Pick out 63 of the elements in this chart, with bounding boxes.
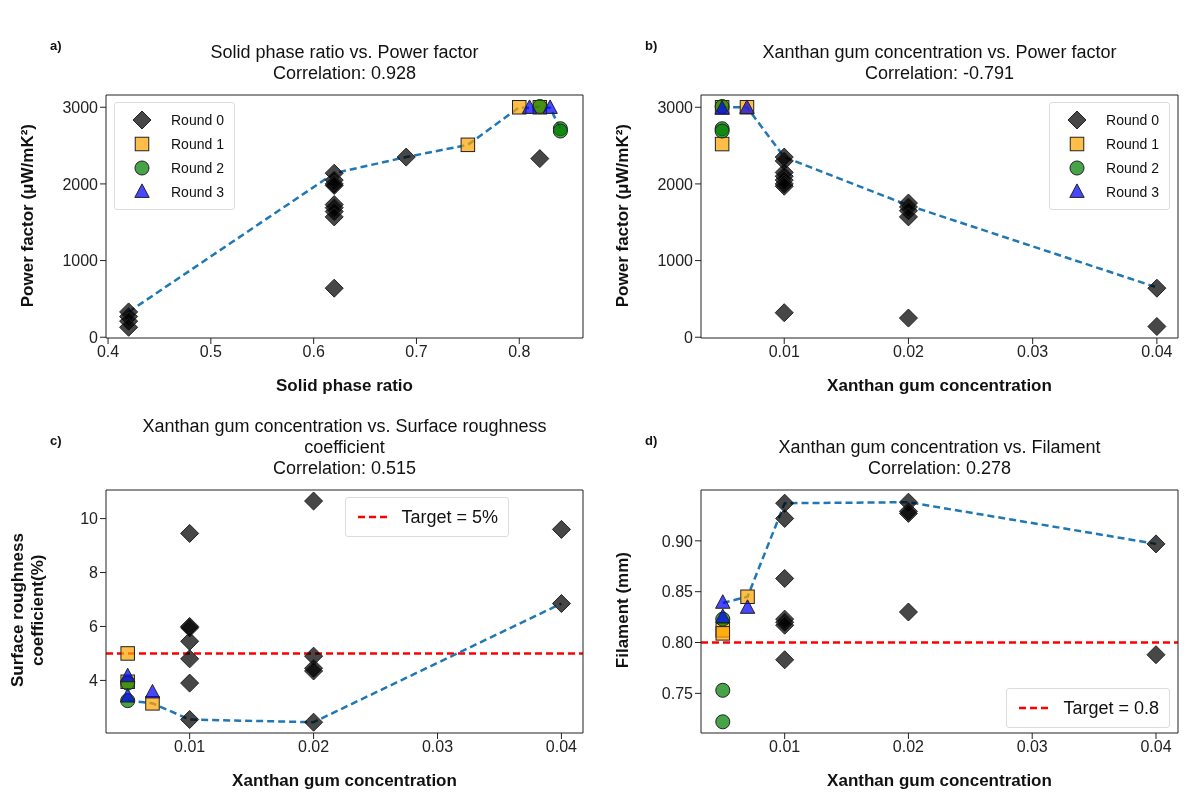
chart-subtitle: Correlation: 0.515: [272, 458, 417, 479]
y-axis-title: Power factor (μW/mK²): [613, 123, 633, 308]
y-tick-label: 1000: [657, 252, 694, 270]
legend-label: Round 0: [1106, 112, 1159, 128]
y-tick-label: 0: [684, 328, 694, 346]
legend-label: Round 2: [1106, 160, 1159, 176]
x-tick-label: 0.04: [545, 738, 578, 756]
x-tick-label: 0.02: [298, 738, 330, 756]
y-tick-label: 0: [89, 328, 99, 346]
text: b): [645, 38, 658, 53]
x-tick-label: 0.02: [892, 343, 925, 361]
y-axis-title: Filament (mm): [613, 552, 633, 669]
x-tick-label: 0.7: [405, 343, 428, 361]
legend-label: Round 2: [171, 160, 224, 176]
x-tick-label: 0.01: [174, 738, 206, 756]
y-tick-label: 3000: [62, 98, 99, 116]
chart-title: Xanthan gum concentration vs. Power factor: [762, 42, 1117, 63]
legend-label: Round 3: [171, 184, 224, 200]
x-tick-label: 0.03: [1016, 738, 1048, 756]
chart-title: Xanthan gum concentration vs. Surface roughness coefficient: [141, 416, 548, 458]
legend-label: Target = 5%: [401, 506, 499, 528]
text: d): [645, 433, 658, 448]
chart-title: Xanthan gum concentration vs. Filament: [778, 437, 1101, 458]
x-axis-title: Xanthan gum concentration: [826, 771, 1053, 791]
x-tick-label: 0.8: [508, 343, 531, 361]
x-tick-label: 0.04: [1141, 343, 1173, 361]
y-axis-title: Surface roughness coefficient(%): [8, 532, 48, 690]
x-tick-label: 0.5: [199, 343, 223, 361]
x-axis-title: Xanthan gum concentration: [826, 376, 1053, 396]
chart-title: Solid phase ratio vs. Power factor: [210, 42, 479, 63]
x-tick-label: 0.04: [1140, 738, 1172, 756]
y-tick-label: 10: [80, 510, 99, 528]
legend-label: Target = 0.8: [1063, 697, 1159, 719]
legend-label: Round 0: [171, 112, 224, 128]
y-tick-label: 3000: [657, 98, 694, 116]
y-tick-label: 0.75: [661, 685, 694, 703]
legend-label: Round 1: [171, 136, 224, 152]
x-tick-label: 0.02: [892, 738, 925, 756]
y-tick-label: 0.85: [661, 583, 694, 601]
text: c): [50, 433, 62, 448]
x-tick-label: 0.03: [421, 738, 454, 756]
chart-subtitle: Correlation: 0.928: [272, 63, 417, 84]
chart-subtitle: Correlation: -0.791: [864, 63, 1015, 84]
y-tick-label: 6: [89, 618, 99, 636]
chart-subtitle: Correlation: 0.278: [867, 458, 1012, 479]
legend-label: Round 1: [1106, 136, 1159, 152]
x-axis-title: Solid phase ratio: [275, 376, 414, 396]
y-tick-label: 8: [89, 564, 99, 582]
y-tick-label: 2000: [62, 175, 99, 193]
x-tick-label: 0.01: [768, 343, 800, 361]
x-tick-label: 0.01: [769, 738, 801, 756]
y-tick-label: 0.90: [661, 532, 694, 550]
y-tick-label: 2000: [657, 175, 694, 193]
x-tick-label: 0.03: [1017, 343, 1049, 361]
y-tick-label: 4: [89, 672, 99, 690]
x-axis-title: Xanthan gum concentration: [231, 771, 458, 791]
y-tick-label: 1000: [62, 252, 99, 270]
legend-label: Round 3: [1106, 184, 1159, 200]
x-tick-label: 0.4: [96, 343, 120, 361]
y-tick-label: 0.80: [661, 634, 694, 652]
x-tick-label: 0.6: [302, 343, 325, 361]
y-axis-title: Power factor (μW/mK²): [18, 123, 38, 308]
text: a): [50, 38, 62, 53]
